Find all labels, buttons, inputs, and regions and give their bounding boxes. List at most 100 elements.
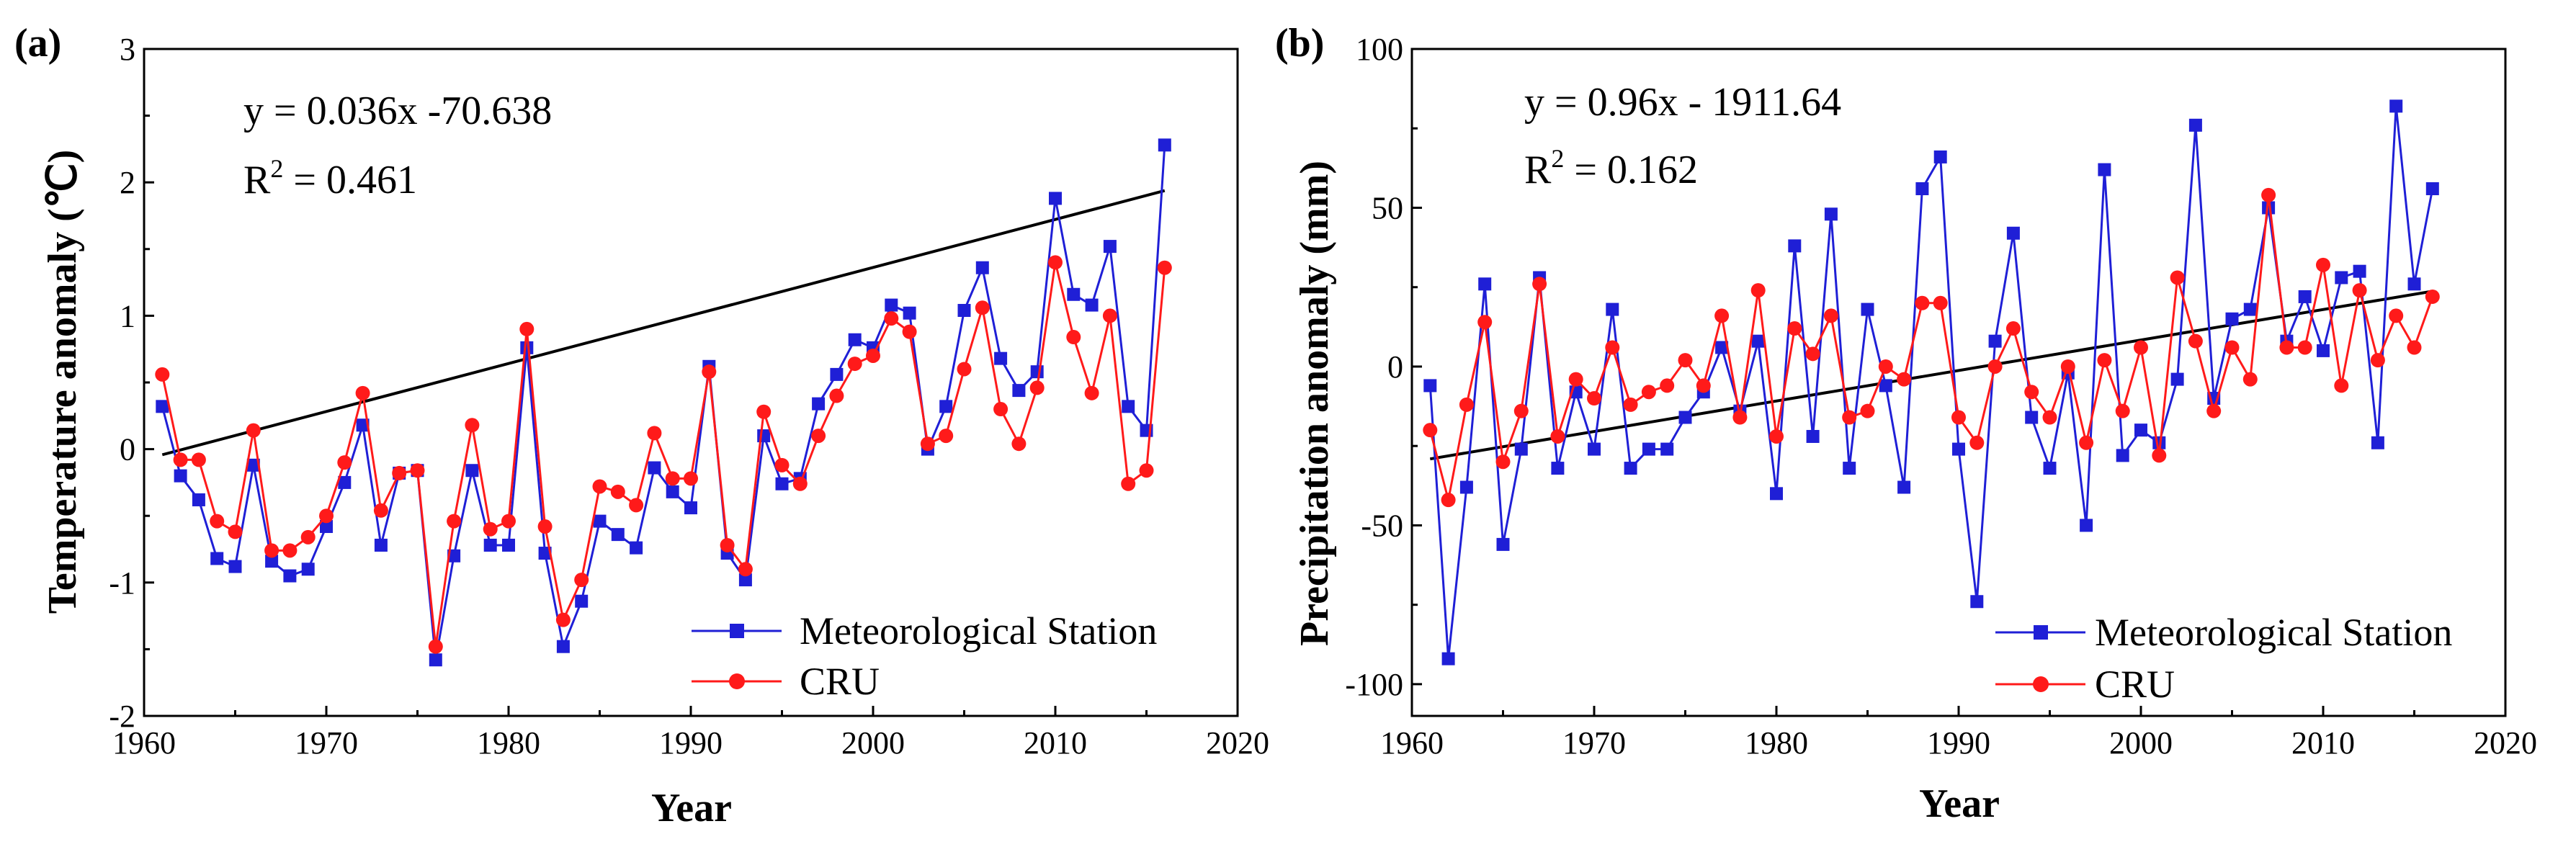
data-point-cru-b <box>1605 340 1620 355</box>
data-point-station-b <box>1897 480 1911 494</box>
panel-a-label: (a) <box>14 21 61 66</box>
data-point-station-b <box>2298 290 2312 303</box>
data-point-cru-a <box>684 471 698 486</box>
data-point-station-b <box>1879 379 1892 393</box>
series-group-a <box>155 138 1172 667</box>
x-tick-label-b: 2020 <box>2474 725 2537 761</box>
data-point-station-b <box>2116 449 2129 462</box>
data-point-cru-a <box>355 385 370 400</box>
data-point-cru-b <box>2115 403 2130 418</box>
data-point-station-a <box>301 563 315 576</box>
data-point-cru-b <box>1532 277 1547 292</box>
x-axis-ticks-a: 1960 1970 1980 1990 2000 2010 2020 <box>112 706 1269 761</box>
data-point-cru-b <box>1495 454 1511 470</box>
data-point-station-b <box>1459 480 1473 494</box>
data-point-cru-a <box>210 514 225 529</box>
data-point-station-b <box>1551 462 1565 475</box>
data-point-station-b <box>1715 341 1729 354</box>
data-point-cru-b <box>2297 340 2312 355</box>
data-point-cru-a <box>610 484 625 499</box>
data-point-cru-b <box>2024 385 2039 400</box>
x-tick-label-a: 2010 <box>1024 725 1087 761</box>
y-axis-ticks-b: -100 -50 0 50 100 <box>1345 32 1422 702</box>
data-point-cru-a <box>1102 308 1117 323</box>
data-point-station-b <box>1478 277 1492 291</box>
data-point-cru-b <box>2425 289 2440 304</box>
data-point-station-a <box>611 528 625 542</box>
series-line-station-a <box>161 145 1166 660</box>
data-point-cru-b <box>2334 378 2349 393</box>
data-point-cru-a <box>483 521 498 537</box>
y-tick-label-b: -50 <box>1361 508 1403 543</box>
y-axis-title-b: Precipitation anomaly (mm) <box>1292 161 1337 646</box>
data-point-cru-b <box>1987 359 2003 374</box>
data-point-cru-a <box>555 612 571 627</box>
data-point-station-b <box>2425 182 2439 196</box>
data-point-cru-b <box>1678 353 1693 368</box>
data-point-station-b <box>2243 302 2257 316</box>
data-point-station-b <box>1988 334 2002 348</box>
data-point-station-a <box>356 418 370 432</box>
data-point-station-b <box>1824 207 1838 221</box>
data-point-cru-a <box>519 321 535 336</box>
data-point-station-a <box>575 594 589 608</box>
data-point-station-a <box>538 547 552 560</box>
data-point-station-a <box>374 538 388 552</box>
data-point-cru-b <box>2242 372 2258 387</box>
legend-marker-cru-a <box>729 673 745 689</box>
data-point-cru-a <box>738 562 753 577</box>
legend-label-cru-a: CRU <box>800 660 880 703</box>
data-point-station-a <box>885 298 898 312</box>
data-point-cru-a <box>1157 260 1172 275</box>
data-point-station-a <box>757 429 771 443</box>
data-point-cru-b <box>2134 340 2148 355</box>
data-point-station-b <box>2006 226 2020 240</box>
data-point-cru-a <box>428 639 443 654</box>
data-point-cru-a <box>1066 330 1081 345</box>
data-point-station-b <box>2025 411 2039 424</box>
data-point-cru-a <box>282 543 298 558</box>
data-point-cru-a <box>902 324 917 339</box>
data-point-station-a <box>483 538 497 552</box>
y-tick-label-b: 50 <box>1372 190 1403 225</box>
data-point-cru-a <box>373 503 388 518</box>
data-point-cru-b <box>2042 410 2057 425</box>
x-tick-label-b: 1990 <box>1927 725 1990 761</box>
data-point-station-b <box>1441 652 1455 666</box>
data-point-station-b <box>2043 462 2057 475</box>
data-point-cru-b <box>1769 429 1784 444</box>
data-point-cru-b <box>1878 359 1893 374</box>
x-tick-label-b: 1960 <box>1380 725 1444 761</box>
data-point-station-b <box>2389 99 2403 113</box>
data-point-station-b <box>1423 379 1437 393</box>
data-point-station-a <box>648 461 661 475</box>
data-point-cru-a <box>1084 385 1099 400</box>
y-tick-label-a: -2 <box>109 699 135 734</box>
data-point-station-b <box>2134 424 2147 437</box>
data-point-cru-a <box>920 436 935 452</box>
panel-b-label: (b) <box>1275 21 1324 66</box>
data-point-station-a <box>1030 365 1044 379</box>
data-point-station-a <box>684 501 697 515</box>
data-point-cru-b <box>1641 385 1656 400</box>
data-point-station-b <box>2317 344 2330 357</box>
data-point-cru-b <box>1587 391 1601 406</box>
data-point-cru-a <box>756 404 772 419</box>
data-point-cru-a <box>264 543 279 558</box>
data-point-cru-a <box>1029 380 1045 395</box>
x-tick-label-b: 2010 <box>2291 725 2355 761</box>
data-point-cru-a <box>884 311 899 326</box>
data-point-cru-b <box>1714 308 1730 323</box>
legend-marker-station-b <box>2034 625 2048 640</box>
legend-marker-station-a <box>730 624 744 638</box>
x-axis-title-a: Year <box>651 786 732 830</box>
data-point-cru-b <box>2005 321 2021 336</box>
data-point-cru-a <box>957 362 972 377</box>
data-point-cru-b <box>2060 359 2075 374</box>
data-point-cru-b <box>1823 308 1838 323</box>
data-point-cru-a <box>665 471 680 486</box>
data-point-cru-a <box>829 388 844 403</box>
data-point-cru-b <box>2261 187 2276 202</box>
x-tick-label-b: 2000 <box>2109 725 2173 761</box>
data-point-station-b <box>1970 595 1984 609</box>
